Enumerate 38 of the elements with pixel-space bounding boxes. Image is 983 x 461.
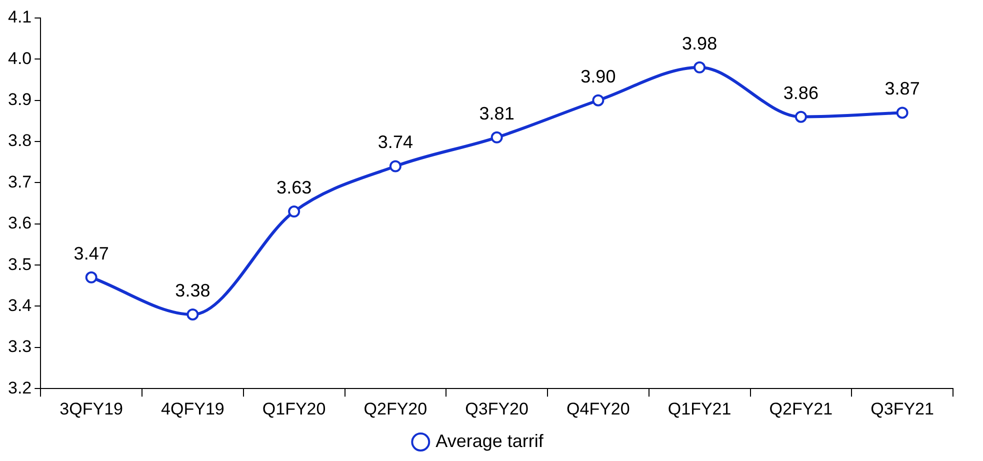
x-tick-label: Q2FY21 — [769, 399, 833, 418]
data-label: 3.81 — [479, 103, 514, 124]
y-tick-label: 4.0 — [8, 48, 32, 68]
point — [592, 94, 604, 106]
x-tick-label: Q3FY21 — [870, 399, 934, 418]
y-tick-label: 3.4 — [8, 296, 32, 315]
x-tick-label: 3QFY19 — [60, 399, 123, 418]
y-tick-label: 3.3 — [8, 337, 32, 356]
y-tick-label: 3.9 — [8, 90, 32, 110]
point — [794, 110, 807, 123]
x-tick-label: Q1FY20 — [262, 399, 326, 418]
legend-label: Average tarrif — [436, 430, 544, 451]
y-tick-label: 3.2 — [8, 378, 32, 398]
point — [896, 106, 908, 119]
data-label: 3.74 — [378, 132, 413, 152]
y-tick-label: 3.6 — [8, 214, 32, 233]
data-label: 3.38 — [175, 280, 210, 300]
point — [490, 131, 503, 144]
data-label: 3.86 — [783, 82, 818, 103]
point — [288, 206, 300, 218]
x-tick-label: Q4FY20 — [566, 399, 630, 418]
x-tick-label: Q2FY20 — [364, 399, 428, 418]
x-tick-label: Q3FY20 — [465, 399, 528, 418]
point — [186, 308, 199, 320]
point — [694, 61, 706, 74]
data-label: 3.47 — [74, 243, 109, 264]
y-tick-label: 3.7 — [8, 172, 32, 192]
y-tick-label: 3.8 — [8, 131, 32, 150]
y-tick-label: 4.1 — [8, 8, 32, 27]
x-tick-label: 4QFY19 — [161, 399, 224, 418]
data-label: 3.98 — [682, 33, 718, 54]
data-label: 3.90 — [580, 66, 616, 86]
point — [389, 160, 402, 172]
x-tick-label: Q1FY21 — [668, 399, 732, 418]
data-label: 3.63 — [276, 178, 312, 198]
y-tick-label: 3.5 — [8, 254, 32, 274]
data-label: 3.87 — [884, 78, 920, 99]
point — [85, 271, 98, 284]
